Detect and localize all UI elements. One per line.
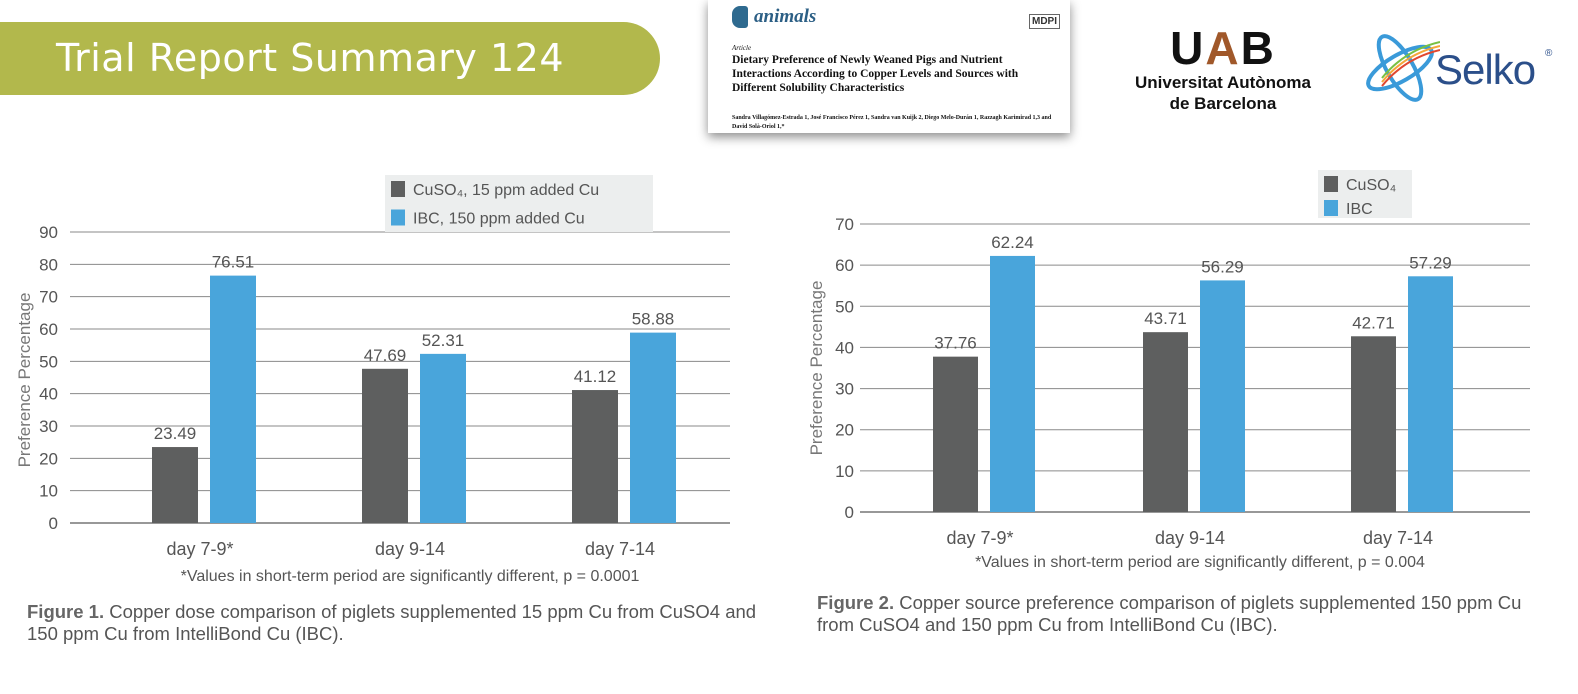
title-banner: Trial Report Summary 124	[0, 22, 660, 95]
chart1-y-tick-label: 90	[39, 223, 58, 242]
figure-2-text: Copper source preference comparison of p…	[817, 592, 1522, 635]
paper-title: Dietary Preference of Newly Weaned Pigs …	[732, 54, 1019, 94]
selko-wordmark: Selko	[1435, 46, 1536, 93]
chart2-bar-cuso4	[1351, 336, 1396, 512]
chart2-legend-swatch-icon	[1324, 176, 1338, 192]
chart1-data-label: 41.12	[574, 367, 617, 386]
chart1-legend-label: IBC, 150 ppm added Cu	[413, 211, 585, 228]
chart1-bar-cuso4	[152, 447, 198, 523]
figure-1-caption: Figure 1. Copper dose comparison of pigl…	[27, 601, 767, 645]
chart1-y-tick-label: 0	[49, 514, 58, 533]
chart2-x-tick-label: day 7-9*	[946, 528, 1013, 548]
chart1-footnote: *Values in short-term period are signifi…	[181, 568, 640, 585]
chart1-legend-swatch-icon	[391, 209, 405, 226]
figure-1-text: Copper dose comparison of piglets supple…	[27, 601, 757, 644]
chart2-footnote: *Values in short-term period are signifi…	[975, 554, 1425, 571]
chart1-y-tick-label: 30	[39, 417, 58, 436]
chart2-bar-ibc	[1200, 280, 1245, 512]
chart1-bar-ibc	[630, 332, 676, 523]
chart2-x-tick-label: day 7-14	[1363, 528, 1433, 548]
chart1-legend-box	[385, 175, 653, 232]
chart1-y-axis-label: Preference Percentage	[15, 293, 34, 468]
chart1-legend-label: CuSO₄, 15 ppm added Cu	[413, 182, 599, 199]
chart1-y-tick-label: 70	[39, 288, 58, 307]
journal-name: animals	[754, 6, 817, 27]
chart1-data-label: 76.51	[212, 253, 255, 272]
chart2-data-label: 62.24	[991, 233, 1034, 252]
chart2-bar-cuso4	[933, 356, 978, 512]
uab-name-1: Universitat Autònoma	[1134, 73, 1311, 92]
chart2-data-label: 43.71	[1144, 309, 1187, 328]
uab-name-2: de Barcelona	[1169, 94, 1277, 113]
journal-logo-icon	[732, 6, 748, 28]
uab-mark: UAB	[1170, 22, 1276, 74]
chart1-y-tick-label: 50	[39, 352, 58, 371]
uab-logo: UAB Universitat Autònoma de Barcelona	[1118, 24, 1328, 114]
chart1-x-tick-label: day 9-14	[375, 539, 445, 559]
chart2-data-label: 42.71	[1352, 313, 1395, 332]
selko-atom-icon	[1366, 34, 1441, 102]
chart2-legend-label: CuSO₄	[1346, 177, 1396, 194]
chart2-y-axis-label: Preference Percentage	[807, 281, 826, 456]
chart2-y-tick-label: 10	[835, 462, 854, 481]
selko-logo: Selko ®	[1360, 28, 1560, 108]
chart1-bar-ibc	[420, 353, 466, 523]
chart1-bar-cuso4	[572, 390, 618, 523]
figure-2-caption: Figure 2. Copper source preference compa…	[817, 592, 1537, 636]
paper-thumbnail: animals MDPI Article Dietary Preference …	[708, 0, 1070, 133]
chart2-y-tick-label: 40	[835, 338, 854, 357]
chart2-bar-ibc	[990, 255, 1035, 512]
chart1-y-tick-label: 40	[39, 385, 58, 404]
figure-1-label: Figure 1.	[27, 601, 105, 622]
chart1-x-tick-label: day 7-14	[585, 539, 655, 559]
chart2-legend-swatch-icon	[1324, 200, 1338, 216]
chart2-data-label: 57.29	[1409, 253, 1452, 272]
chart2-y-tick-label: 0	[845, 503, 854, 522]
chart1-y-tick-label: 20	[39, 449, 58, 468]
registered-mark: ®	[1545, 48, 1553, 59]
chart1-bar-ibc	[210, 275, 256, 523]
chart1-x-tick-label: day 7-9*	[166, 539, 233, 559]
publisher-logo: MDPI	[1029, 14, 1060, 29]
article-kind: Article	[732, 44, 752, 52]
chart2-legend-label: IBC	[1346, 201, 1373, 218]
chart2-y-tick-label: 20	[835, 421, 854, 440]
chart2-x-tick-label: day 9-14	[1155, 528, 1225, 548]
chart1-y-tick-label: 10	[39, 482, 58, 501]
chart1-data-label: 23.49	[154, 424, 197, 443]
chart2-y-tick-label: 30	[835, 380, 854, 399]
chart2-y-tick-label: 50	[835, 297, 854, 316]
chart1-data-label: 58.88	[632, 310, 675, 329]
chart1-y-tick-label: 80	[39, 255, 58, 274]
chart2-bar-cuso4	[1143, 332, 1188, 512]
chart2-y-tick-label: 60	[835, 256, 854, 275]
chart2-data-label: 56.29	[1201, 257, 1244, 276]
chart1-y-tick-label: 60	[39, 320, 58, 339]
chart2-bar-ibc	[1408, 276, 1453, 512]
chart2-y-tick-label: 70	[835, 215, 854, 234]
chart1-data-label: 47.69	[364, 346, 407, 365]
chart2-data-label: 37.76	[934, 334, 977, 353]
page-title: Trial Report Summary 124	[56, 36, 565, 80]
chart1-legend-swatch-icon	[391, 181, 405, 197]
chart1-data-label: 52.31	[422, 331, 465, 350]
chart1-bar-cuso4	[362, 368, 408, 523]
paper-authors: Sandra Villagómez-Estrada 1, José Franci…	[732, 115, 1052, 130]
figure-2-label: Figure 2.	[817, 592, 895, 613]
